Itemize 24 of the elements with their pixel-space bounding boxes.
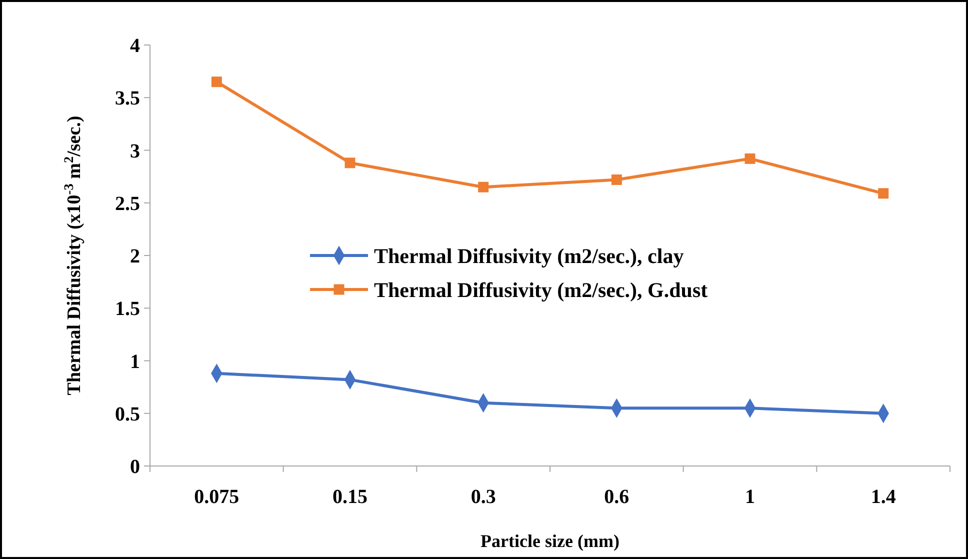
y-tick-label: 1 — [130, 350, 140, 373]
y-tick-label: 1.5 — [115, 298, 140, 320]
x-tick-label: 1.4 — [870, 486, 896, 508]
x-tick-label: 1 — [745, 486, 755, 508]
y-tick-label: 3.5 — [115, 88, 140, 110]
point — [211, 76, 222, 88]
legend-label: Thermal Diffusivity (m2/sec.), clay — [374, 244, 684, 268]
y-tick-label: 4 — [130, 35, 140, 57]
point — [878, 188, 889, 199]
legend-label: Thermal Diffusivity (m2/sec.), G.dust — [374, 278, 708, 302]
y-tick-label: 0.5 — [115, 403, 140, 426]
x-tick-label: 0.3 — [470, 486, 496, 508]
point — [611, 174, 622, 185]
point — [744, 153, 756, 164]
x-tick-label: 0.6 — [604, 486, 630, 508]
x-axis-title: Particle size (mm) — [480, 531, 620, 551]
x-tick-label: 0.15 — [332, 486, 368, 508]
y-tick-label: 0 — [130, 456, 140, 478]
point — [344, 158, 356, 168]
y-tick-label: 2 — [130, 246, 140, 268]
y-tick-label: 3 — [130, 140, 140, 162]
x-tick-label: 0.075 — [194, 486, 240, 508]
point — [478, 182, 489, 192]
y-tick-label: 2.5 — [115, 192, 140, 215]
